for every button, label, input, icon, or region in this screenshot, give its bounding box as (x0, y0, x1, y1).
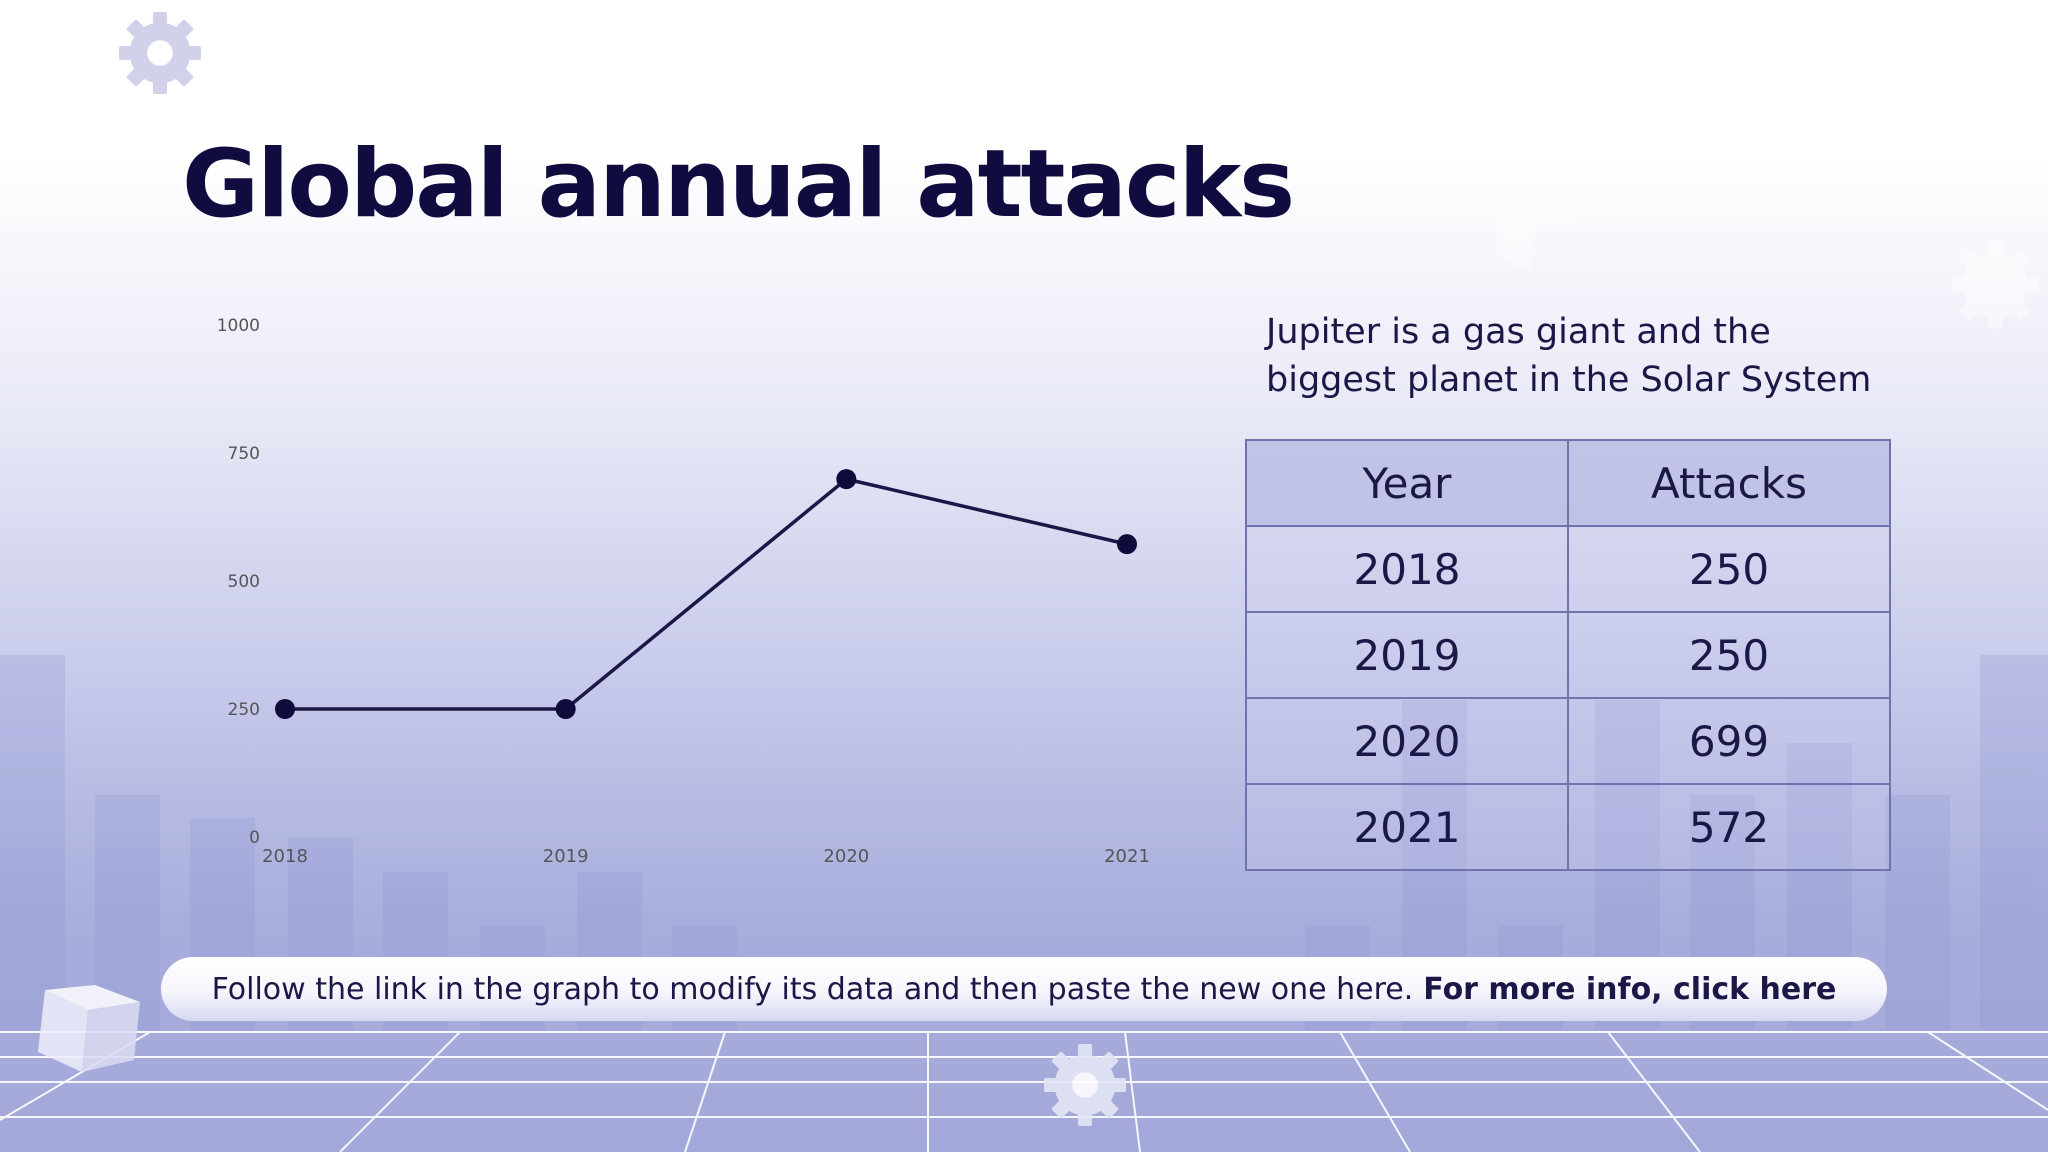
data-point[interactable] (555, 699, 576, 719)
y-axis: 0 250 500 750 1000 (217, 316, 260, 848)
grid-line (339, 1031, 461, 1152)
gear-icon (119, 12, 201, 94)
grid-line (1607, 1031, 1701, 1152)
gear-icon (1951, 241, 2039, 329)
description-text: Jupiter is a gas giant and the biggest p… (1266, 312, 1872, 400)
gear-icon (1044, 1044, 1126, 1126)
gear-hole (1981, 271, 2009, 299)
skyline-bar (1980, 655, 2048, 1030)
cell-attacks: 250 (1567, 525, 1891, 613)
y-tick-label: 250 (228, 700, 260, 720)
grid-line (1339, 1031, 1411, 1152)
x-tick-label: 2021 (1104, 846, 1150, 867)
table-row: 2019 250 (1245, 611, 1891, 699)
header-year: Year (1245, 439, 1569, 527)
data-point[interactable] (275, 699, 295, 719)
y-tick-label: 500 (228, 572, 260, 592)
table-row: 2018 250 (1245, 525, 1891, 613)
x-tick-label: 2019 (543, 846, 589, 867)
grid-line (1927, 1031, 2048, 1111)
skyline-bar (0, 655, 65, 1030)
footer-banner: Follow the link in the graph to modify i… (161, 957, 1887, 1021)
cube-icon (1495, 195, 1595, 272)
cell-attacks: 572 (1567, 783, 1891, 871)
cell-attacks: 699 (1567, 697, 1891, 785)
footer-text: Follow the link in the graph to modify i… (211, 971, 1414, 1007)
grid-line (684, 1031, 726, 1152)
cube-icon (38, 985, 140, 1072)
cell-year: 2019 (1245, 611, 1569, 699)
cell-year: 2020 (1245, 697, 1569, 785)
cube-face (82, 1002, 140, 1072)
line-chart[interactable]: 0 250 500 750 1000 2018 2019 2020 2021 (180, 300, 1170, 880)
cell-attacks: 250 (1567, 611, 1891, 699)
grid-line (1124, 1031, 1141, 1152)
gear-hole (1072, 1072, 1098, 1098)
gear-hole (147, 40, 173, 66)
cell-year: 2021 (1245, 783, 1569, 871)
skyline-bar (1885, 795, 1950, 1030)
cube-face (1500, 195, 1595, 222)
more-info-link[interactable]: For more info, click here (1423, 971, 1837, 1007)
x-tick-label: 2018 (262, 846, 308, 867)
series-line (285, 477, 1128, 711)
page-title: Global annual attacks (182, 130, 1295, 239)
header-attacks: Attacks (1567, 439, 1891, 527)
cube-face (1495, 200, 1535, 272)
data-point[interactable] (1117, 534, 1137, 555)
y-tick-label: 1000 (217, 316, 260, 336)
x-tick-label: 2020 (823, 846, 869, 867)
cube-face (45, 985, 140, 1010)
table-row: 2021 572 (1245, 783, 1891, 871)
cube-face (38, 990, 88, 1072)
table-row: 2020 699 (1245, 697, 1891, 785)
y-tick-label: 750 (228, 444, 260, 464)
data-point[interactable] (836, 469, 857, 490)
table-header-row: Year Attacks (1245, 439, 1891, 527)
y-tick-label: 0 (249, 828, 260, 848)
x-axis: 2018 2019 2020 2021 (262, 846, 1150, 867)
cell-year: 2018 (1245, 525, 1569, 613)
floor-grid (0, 1031, 2048, 1152)
data-table: Year Attacks 2018 250 2019 250 2020 699 … (1245, 439, 1891, 871)
